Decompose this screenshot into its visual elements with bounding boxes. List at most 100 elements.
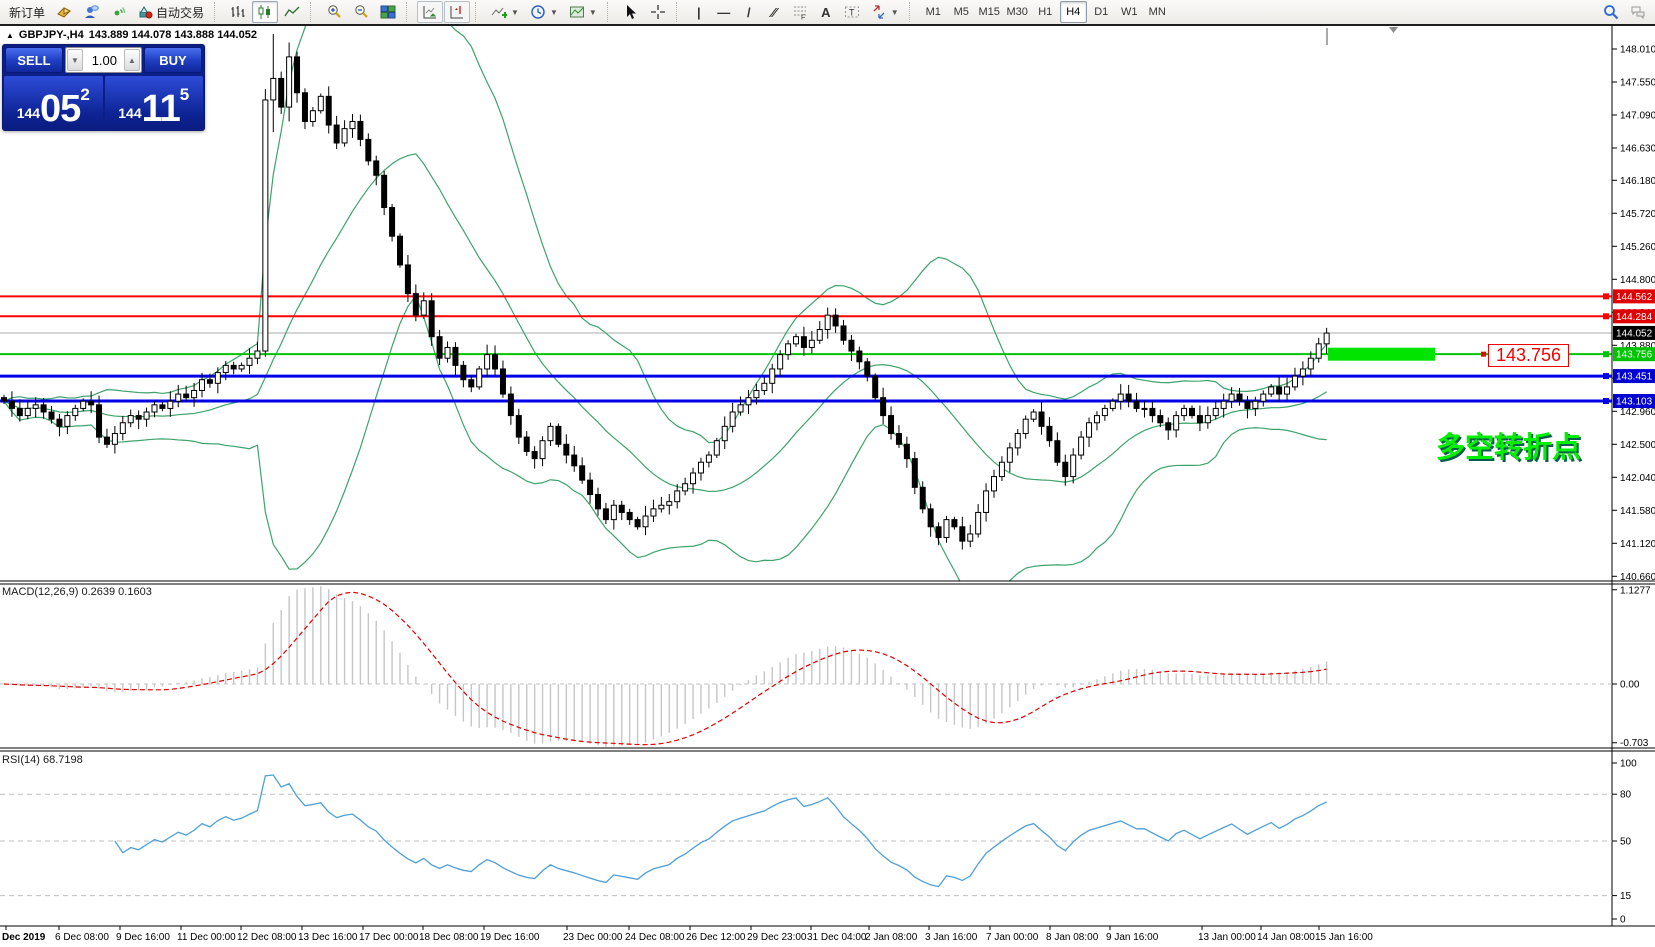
zoom-out-button[interactable]	[348, 1, 374, 23]
toolbar-separator	[606, 2, 614, 22]
macd-pane	[0, 586, 1612, 747]
svg-text:15: 15	[1620, 891, 1632, 902]
svg-text:145.260: 145.260	[1620, 242, 1655, 253]
template-icon	[569, 6, 584, 18]
svg-text:142.960: 142.960	[1620, 407, 1655, 418]
toolbar: 新订单 自动交易 ▼ ▼	[0, 0, 1655, 26]
trendline-button[interactable]: /	[737, 1, 761, 23]
dropdown-arrow-icon: ▼	[890, 7, 899, 17]
timeframe-h1-button[interactable]: H1	[1032, 1, 1059, 23]
timeframe-w1-button[interactable]: W1	[1116, 1, 1143, 23]
timeframe-mn-button[interactable]: MN	[1144, 1, 1171, 23]
svg-text:0: 0	[1620, 915, 1626, 926]
periods-button[interactable]: ▼	[525, 1, 563, 23]
text-icon: A	[821, 4, 831, 20]
toolbar-separator	[214, 2, 221, 22]
channel-button[interactable]: ∕∕	[762, 1, 786, 23]
vertical-line-button[interactable]: |	[687, 1, 711, 23]
indicators-button[interactable]: ▼	[486, 1, 524, 23]
svg-text:50: 50	[1620, 837, 1632, 848]
arrows-button[interactable]: ▼	[866, 1, 904, 23]
fibonacci-button[interactable]: F	[787, 1, 813, 23]
chart-window: 148.010 147.550 147.090 146.630 146.180 145.7…	[0, 26, 1655, 945]
svg-text:144.562: 144.562	[1616, 292, 1653, 303]
symbol-ohlc: 143.889 144.078 143.888 144.052	[88, 29, 257, 41]
market-button[interactable]	[51, 1, 77, 23]
text-button[interactable]: A	[814, 1, 838, 23]
chart-shift-marker[interactable]	[1389, 27, 1398, 33]
svg-text:11 Dec 00:00: 11 Dec 00:00	[177, 932, 236, 943]
timeframe-m1-button[interactable]: M1	[920, 1, 947, 23]
zoom-in-icon	[328, 5, 341, 18]
svg-text:31 Dec 04:00: 31 Dec 04:00	[807, 932, 867, 943]
svg-text:15 Jan 16:00: 15 Jan 16:00	[1315, 932, 1373, 943]
macd-signal-line	[3, 591, 1327, 746]
volume-up-button[interactable]: ▲	[124, 49, 140, 71]
price-chart-canvas[interactable]: 148.010 147.550 147.090 146.630 146.180 145.7…	[0, 26, 1655, 945]
candlestick-chart-button[interactable]	[252, 1, 279, 23]
candles	[1, 33, 1330, 550]
macd-title: MACD(12,26,9)	[2, 586, 79, 598]
templates-button[interactable]: ▼	[564, 1, 602, 23]
tile-windows-icon	[380, 5, 396, 19]
svg-text:146.630: 146.630	[1620, 144, 1655, 155]
candlestick-chart-icon	[258, 5, 271, 19]
auto-scroll-button[interactable]	[417, 1, 444, 23]
rsi-value: 68.7198	[42, 754, 83, 766]
new-order-button[interactable]: 新订单	[4, 1, 50, 23]
timeframe-m15-button[interactable]: M15	[976, 1, 1003, 23]
crosshair-button[interactable]	[645, 1, 671, 23]
horizontal-line-button[interactable]: —	[712, 1, 736, 23]
buy-button[interactable]: BUY	[144, 47, 202, 73]
zoom-in-button[interactable]	[321, 1, 347, 23]
volume-down-button[interactable]: ▼	[67, 49, 83, 71]
tile-windows-button[interactable]	[375, 1, 401, 23]
svg-text:8 Jan 08:00: 8 Jan 08:00	[1046, 932, 1099, 943]
volume-value[interactable]: 1.00	[91, 52, 117, 68]
svg-text:-0.703: -0.703	[1620, 738, 1649, 749]
line-chart-button[interactable]	[279, 1, 305, 23]
svg-text:7 Jan 00:00: 7 Jan 00:00	[986, 932, 1039, 943]
timeframe-m30-button[interactable]: M30	[1004, 1, 1031, 23]
buy-price[interactable]: 144 11 5	[104, 76, 203, 130]
timeframe-m5-button[interactable]: M5	[948, 1, 975, 23]
auto-trading-button[interactable]: 自动交易	[132, 1, 209, 23]
svg-text:143.756: 143.756	[1616, 350, 1653, 361]
svg-text:143.103: 143.103	[1616, 397, 1653, 408]
rsi-line	[114, 774, 1327, 888]
chat-button[interactable]	[1625, 1, 1651, 23]
search-button[interactable]	[1598, 1, 1624, 23]
turning-point-annotation[interactable]: 多空转折点	[1436, 432, 1582, 464]
toolbar-separator	[406, 2, 413, 22]
pane-separators	[0, 26, 1655, 927]
auto-trading-label: 自动交易	[156, 5, 205, 20]
timeframe-d1-button[interactable]: D1	[1088, 1, 1115, 23]
toolbar-separator	[475, 2, 482, 22]
volume-stepper: ▼ 1.00 ▲	[65, 47, 142, 73]
buy-price-big: 11	[141, 87, 181, 130]
toolbar-separator	[310, 2, 317, 22]
svg-text:23 Dec 00:00: 23 Dec 00:00	[563, 932, 623, 943]
sell-button[interactable]: SELL	[5, 47, 63, 73]
svg-text:100: 100	[1620, 759, 1637, 770]
chart-shift-button[interactable]	[444, 1, 471, 23]
sell-price[interactable]: 144 05 2	[4, 76, 103, 129]
cursor-button[interactable]	[618, 1, 644, 23]
buy-price-prefix: 144	[118, 105, 142, 121]
svg-text:17 Dec 00:00: 17 Dec 00:00	[359, 932, 419, 943]
rsi-axis: 100 80 50 15 0	[1612, 759, 1637, 926]
green-zone-highlight[interactable]	[1328, 347, 1435, 361]
signals-icon	[114, 7, 126, 16]
sell-price-big: 05	[40, 87, 81, 130]
text-label-button[interactable]: T	[839, 1, 865, 23]
bar-chart-button[interactable]	[225, 1, 251, 23]
indicators-icon	[491, 7, 508, 18]
price-annotation-box[interactable]: 143.756	[1488, 344, 1569, 367]
svg-text:14 Jan 08:00: 14 Jan 08:00	[1257, 932, 1315, 943]
symbol-title: ▲ GBPJPY-,H4 143.889 144.078 143.888 144…	[6, 29, 257, 41]
signals-button[interactable]	[105, 1, 131, 23]
timeframe-h4-button[interactable]: H4	[1059, 1, 1087, 23]
community-button[interactable]	[78, 1, 104, 23]
sell-price-pip: 2	[80, 85, 90, 104]
price-tag-labels: 144.562 144.284 144.052 143.756 143.451 143.1…	[1613, 289, 1655, 409]
